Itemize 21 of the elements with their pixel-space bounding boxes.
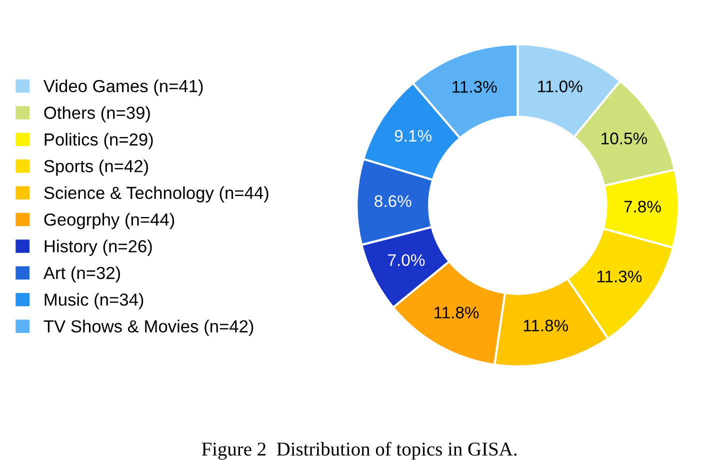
legend-label: History (n=26) [44, 240, 152, 256]
data-label: 11.3% [452, 80, 497, 93]
data-label: 10.5% [602, 132, 648, 144]
legend-label: Others (n=39) [44, 106, 150, 122]
legend-label: Art (n=32) [43, 266, 120, 283]
data-label: 11.8% [524, 320, 568, 332]
text: Figure 2 Distribution of topics in GISA. [202, 442, 516, 460]
data-label: 7.0% [388, 254, 425, 266]
data-label: 11.0% [538, 80, 582, 92]
legend-label: Sports (n=42) [44, 160, 148, 176]
legend-label: TV Shows & Movies (n=42) [44, 320, 254, 336]
data-label: 7.8% [624, 200, 661, 213]
legend-label: Music (n=34) [44, 293, 144, 310]
legend-label: Politics (n=29) [44, 132, 153, 150]
legend-label: Video Games (n=41) [43, 80, 203, 96]
legend-label: Geogrphy (n=44) [44, 212, 174, 230]
data-label: 11.8% [434, 306, 479, 318]
data-label: 11.3% [597, 270, 642, 282]
legend-label: Science & Technology (n=44) [44, 186, 268, 202]
data-label: 9.1% [394, 130, 432, 142]
data-label: 8.6% [374, 195, 412, 208]
